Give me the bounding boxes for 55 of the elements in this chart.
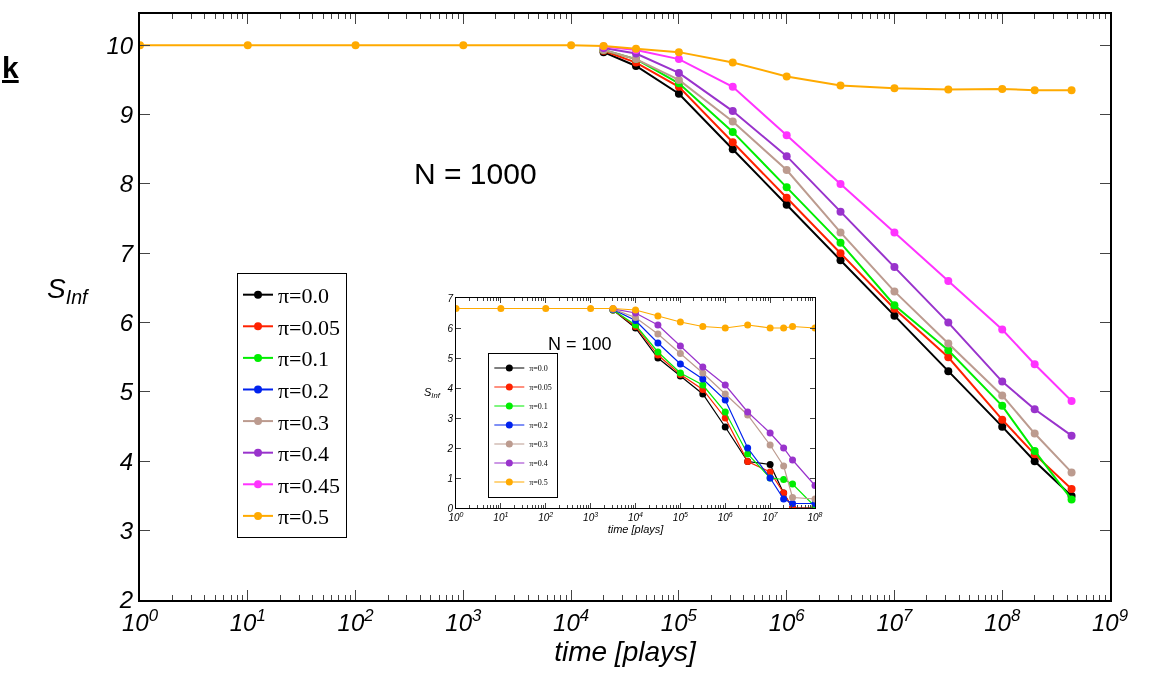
x-tick-label: 10$^{8}$: [807, 510, 823, 523]
y-axis-title: S$_{Inf}$: [424, 386, 441, 401]
legend-label: π=0.1: [278, 346, 330, 372]
legend-label: π=0.1: [529, 402, 548, 412]
y-tick-label: 7: [447, 292, 454, 304]
legend-label: π=0.0: [278, 283, 330, 309]
legend-label: π=0.2: [278, 378, 330, 404]
y-tick-label: 3: [119, 517, 134, 545]
y-tick-label: 4: [447, 382, 454, 394]
x-tick-label: 10$^{1}$: [493, 510, 509, 523]
legend-label: π=0.05: [278, 314, 341, 340]
x-tick-label: 10$^{6}$: [768, 605, 806, 636]
x-tick-label: 10$^{5}$: [672, 510, 688, 523]
x-tick-label: 10$^{2}$: [538, 510, 554, 523]
y-tick-label: 5: [447, 352, 454, 364]
y-tick-label: 7: [119, 239, 135, 267]
legend-label: π=0.5: [529, 478, 548, 488]
x-tick-label: 10$^{4}$: [553, 605, 590, 636]
y-tick-label: 3: [447, 412, 454, 424]
x-tick-label: 10$^{7}$: [876, 605, 914, 636]
legend-label: π=0.45: [278, 472, 341, 498]
annotation: N = 1000: [414, 157, 537, 190]
x-tick-label: 10$^{1}$: [229, 605, 266, 636]
x-tick-label: 10$^{4}$: [627, 510, 644, 523]
x-tick-label: 10$^{9}$: [1091, 605, 1129, 636]
y-tick-label: 0: [447, 502, 454, 514]
x-tick-label: 10$^{8}$: [984, 605, 1021, 636]
y-tick-label: 2: [446, 442, 454, 454]
y-tick-label: 5: [119, 378, 134, 406]
x-tick-label: 10$^{3}$: [583, 510, 599, 523]
y-tick-label: 9: [119, 100, 134, 128]
x-axis-title: time [plays]: [607, 523, 665, 535]
legend-label: π=0.05: [529, 383, 552, 393]
x-tick-label: 10$^{6}$: [717, 510, 733, 523]
legend-label: π=0.2: [529, 421, 548, 431]
legend-label: π=0.3: [529, 440, 548, 450]
y-tick-label: 10: [106, 31, 134, 59]
x-axis-title: time [plays]: [554, 635, 698, 667]
y-tick-label: 8: [119, 170, 134, 198]
x-tick-label: 10$^{2}$: [337, 605, 375, 636]
text: k: [2, 51, 19, 84]
legend-label: π=0.5: [278, 504, 330, 530]
x-tick-label: 10$^{7}$: [762, 510, 779, 523]
x-tick-label: 10$^{5}$: [660, 605, 698, 636]
legend-label: π=0.4: [529, 459, 548, 469]
legend-label: π=0.4: [278, 441, 330, 467]
annotation: N = 100: [548, 334, 612, 354]
legend-label: π=0.3: [278, 409, 330, 435]
y-tick-label: 6: [447, 322, 454, 334]
y-tick-label: 4: [119, 447, 134, 475]
y-tick-label: 1: [447, 472, 453, 484]
y-tick-label: 6: [119, 309, 134, 336]
y-axis-title: S$_{Inf}$: [47, 273, 91, 308]
legend-label: π=0.0: [529, 364, 548, 374]
x-tick-label: 10$^{3}$: [445, 605, 483, 636]
